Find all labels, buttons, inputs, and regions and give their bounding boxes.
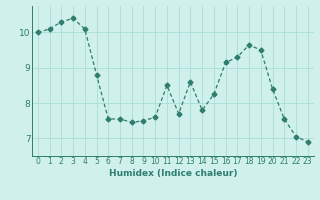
X-axis label: Humidex (Indice chaleur): Humidex (Indice chaleur) [108,169,237,178]
